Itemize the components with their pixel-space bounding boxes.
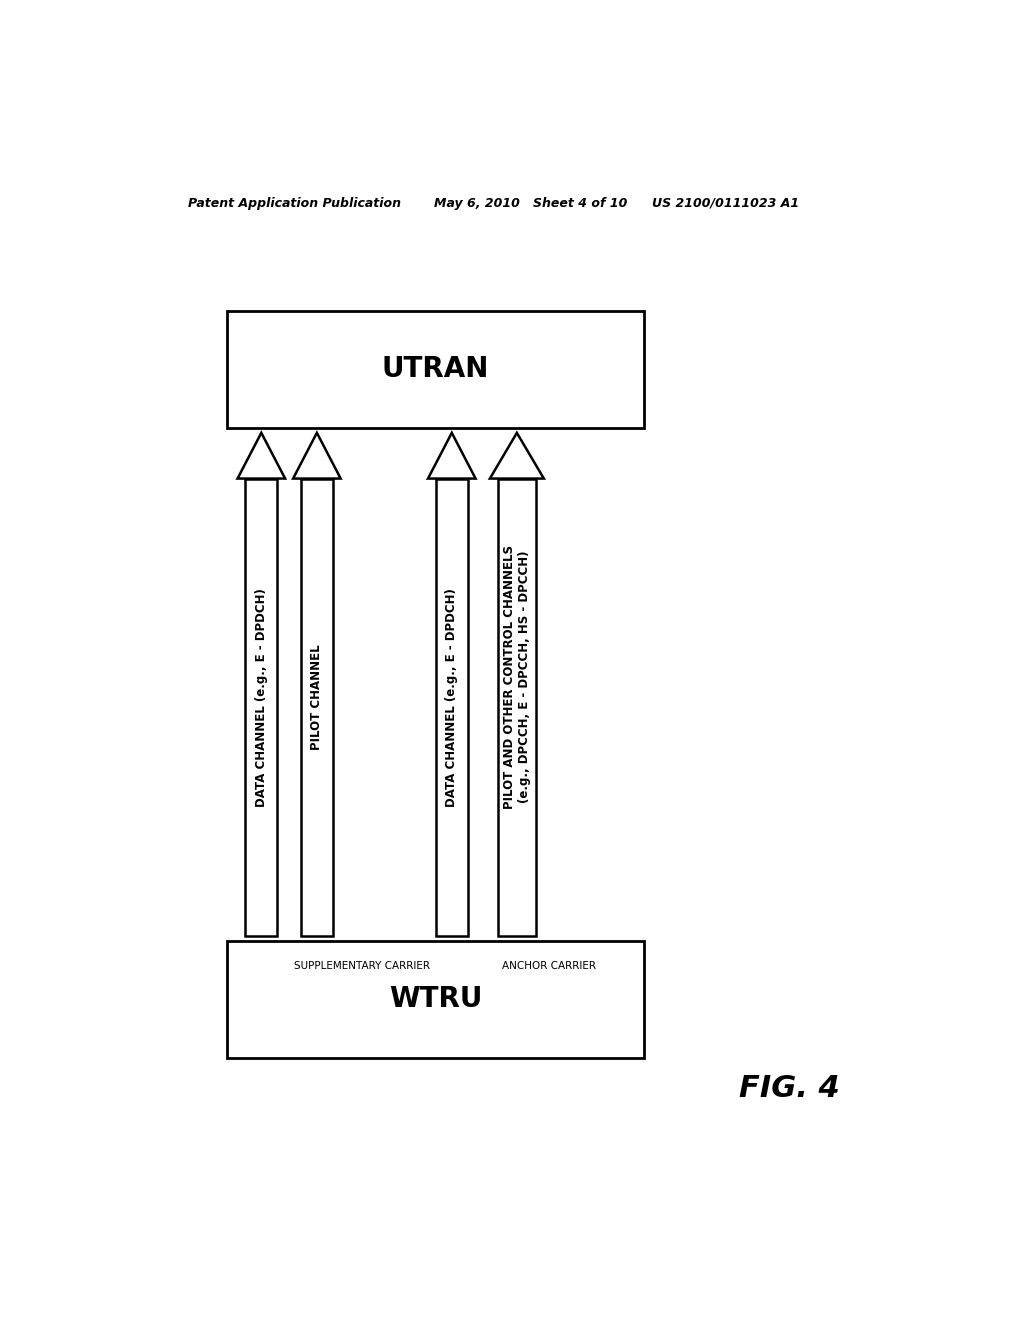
Text: PILOT AND OTHER CONTROL CHANNELS
(e.g., DPCCH, E - DPCCH, HS - DPCCH): PILOT AND OTHER CONTROL CHANNELS (e.g., … [503,545,530,809]
Text: SUPPLEMENTARY CARRIER: SUPPLEMENTARY CARRIER [294,961,430,972]
Text: PILOT CHANNEL: PILOT CHANNEL [310,644,324,750]
Text: WTRU: WTRU [389,986,482,1014]
Bar [227,941,644,1057]
Text: DATA CHANNEL (e.g., E - DPDCH): DATA CHANNEL (e.g., E - DPDCH) [445,587,459,807]
Bar [301,479,333,936]
Bar [498,479,536,936]
Polygon shape [238,433,285,479]
Text: US 2100/0111023 A1: US 2100/0111023 A1 [652,197,799,210]
Bar [227,312,644,428]
Polygon shape [293,433,341,479]
Text: May 6, 2010   Sheet 4 of 10: May 6, 2010 Sheet 4 of 10 [433,197,627,210]
Text: Patent Application Publication: Patent Application Publication [187,197,400,210]
Bar [436,479,468,936]
Text: ANCHOR CARRIER: ANCHOR CARRIER [502,961,596,972]
Text: DATA CHANNEL (e.g., E - DPDCH): DATA CHANNEL (e.g., E - DPDCH) [255,587,268,807]
Text: FIG. 4: FIG. 4 [739,1074,840,1104]
Polygon shape [489,433,544,479]
Polygon shape [428,433,475,479]
Bar [246,479,278,936]
Text: UTRAN: UTRAN [382,355,489,383]
